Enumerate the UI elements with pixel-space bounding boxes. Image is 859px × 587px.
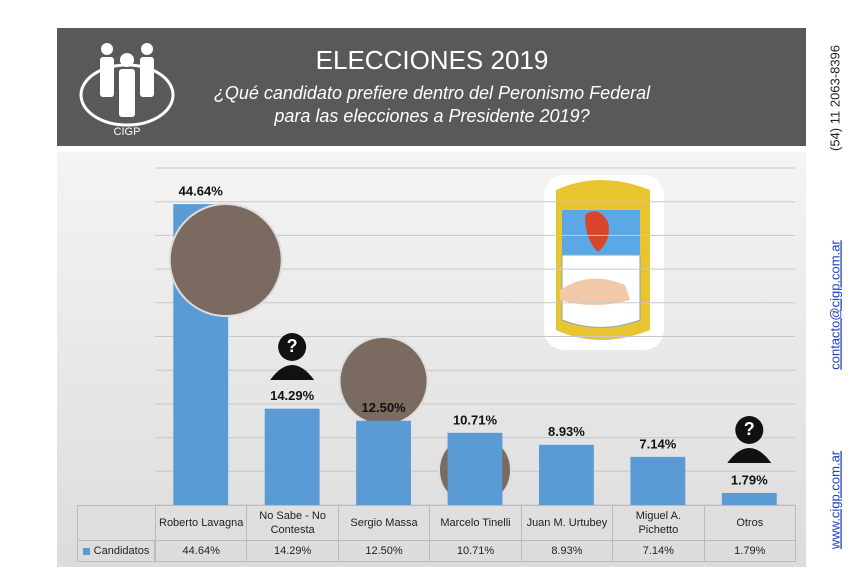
bar <box>630 456 686 505</box>
data-label: 12.50% <box>362 400 407 415</box>
header-band <box>57 28 806 146</box>
portrait <box>168 203 283 317</box>
silhouette <box>278 333 307 361</box>
bar <box>447 432 503 505</box>
silhouette <box>727 448 772 463</box>
phone: (54) 11 2063-8396 <box>827 45 842 151</box>
table-value: 7.14% <box>612 540 705 562</box>
party-emblem <box>544 175 664 350</box>
silhouette-mark: ? <box>287 336 298 356</box>
category-label: Juan M. Urtubey <box>520 505 614 541</box>
website[interactable]: www.cigp.com.ar <box>827 450 842 550</box>
silhouette <box>270 365 315 380</box>
data-label: 14.29% <box>270 388 315 403</box>
table-value: 14.29% <box>246 540 339 562</box>
email[interactable]: contacto@cigp.com.ar <box>827 240 842 370</box>
logo <box>79 43 175 127</box>
table-value: 1.79% <box>703 540 796 562</box>
category-label: Miguel A. Pichetto <box>612 505 705 541</box>
silhouette-mark: ? <box>744 419 755 439</box>
category-label: Roberto Lavagna <box>155 505 248 541</box>
table-value: 8.93% <box>520 540 614 562</box>
silhouette <box>735 416 764 444</box>
legend-entry: Candidatos <box>77 540 155 562</box>
data-label: 1.79% <box>731 472 768 487</box>
category-label: Marcelo Tinelli <box>429 505 522 541</box>
subtitle: para las elecciones a Presidente 2019? <box>273 106 589 126</box>
category-label: No Sabe - No Contesta <box>246 505 339 541</box>
bar <box>721 492 777 505</box>
title: ELECCIONES 2019 <box>316 45 549 75</box>
legend-swatch <box>82 547 90 555</box>
category-label: Otros <box>703 505 796 541</box>
bar <box>264 408 320 505</box>
data-label: 44.64% <box>179 184 224 199</box>
bar <box>356 420 411 505</box>
subtitle: ¿Qué candidato prefiere dentro del Peron… <box>214 83 651 103</box>
bar <box>539 444 594 505</box>
table-value: 44.64% <box>155 540 248 562</box>
data-label: 10.71% <box>453 412 498 427</box>
legend-label: Candidatos <box>93 545 150 557</box>
data-label: 8.93% <box>548 424 585 439</box>
data-label: 7.14% <box>639 436 676 451</box>
table-value: 12.50% <box>337 540 431 562</box>
table-corner <box>77 505 155 541</box>
category-label: Sergio Massa <box>337 505 431 541</box>
logo-text: CIGP <box>114 126 141 138</box>
table-value: 10.71% <box>429 540 522 562</box>
